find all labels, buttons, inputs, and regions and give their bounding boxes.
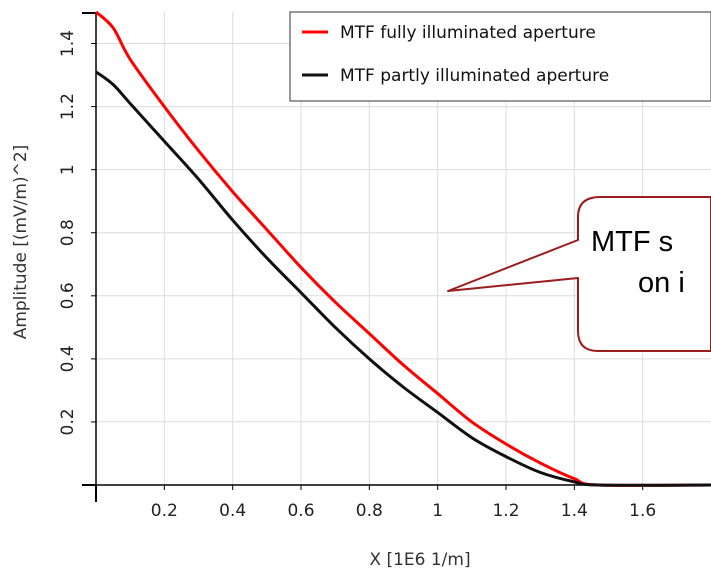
legend: MTF fully illuminated aperture MTF partl… <box>289 11 711 102</box>
callout-text-line1: MTF s <box>591 226 673 258</box>
x-tick-label: 1.4 <box>561 501 588 521</box>
y-tick-label: 0.8 <box>58 219 78 246</box>
series-line-0 <box>94 10 711 487</box>
y-tick-label: 1 <box>58 164 78 175</box>
x-tick-label: 0.8 <box>356 501 383 521</box>
callout-shape <box>447 196 711 352</box>
y-axis-title: Amplitude [(mV/m)^2] <box>11 145 31 340</box>
x-ticks: 0.2 0.4 0.6 0.8 1 1.2 1.4 1.6 <box>95 485 656 521</box>
y-tick-label: 0.4 <box>58 345 78 372</box>
x-tick-label: 1.2 <box>492 501 519 521</box>
y-tick-label: 0.2 <box>58 408 78 435</box>
y-tick-label: 1.4 <box>58 30 78 57</box>
callout: MTF s on i <box>447 196 711 352</box>
x-tick-label: 0.6 <box>287 501 314 521</box>
callout-text-line2: on i <box>638 267 685 299</box>
legend-box <box>289 11 711 102</box>
series-lines <box>94 10 711 487</box>
x-tick-label: 1.6 <box>629 501 656 521</box>
legend-label-partly: MTF partly illuminated aperture <box>340 66 609 86</box>
y-ticks: 0.2 0.4 0.6 0.8 1 1.2 1.4 <box>58 12 96 486</box>
x-tick-label: 0.4 <box>219 501 246 521</box>
x-tick-label: 0.2 <box>151 501 178 521</box>
y-tick-label: 0.6 <box>58 282 78 309</box>
series-line-1 <box>95 70 711 487</box>
y-tick-label: 1.2 <box>58 93 78 120</box>
x-tick-label: 1 <box>432 501 443 521</box>
x-axis-title: X [1E6 1/m] <box>369 550 470 570</box>
legend-label-fully: MTF fully illuminated aperture <box>340 23 596 43</box>
